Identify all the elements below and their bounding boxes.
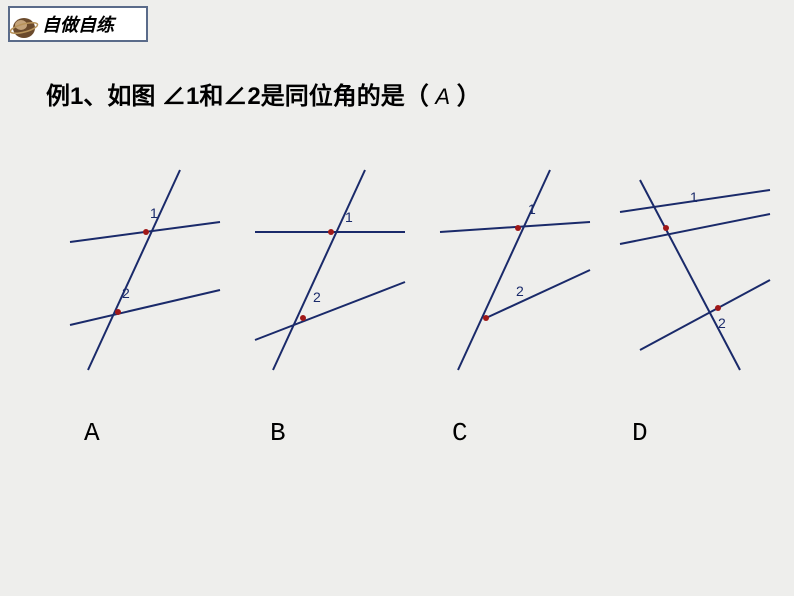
svg-text:1: 1 <box>345 209 353 225</box>
option-label-d: D <box>632 418 648 448</box>
diagram-svg: 12 <box>430 150 600 390</box>
question-prefix: 例1、如图 ∠1和∠2是同位角的是（ <box>46 83 435 110</box>
diagram-b: 12 <box>245 150 415 395</box>
svg-text:2: 2 <box>516 283 524 299</box>
svg-text:2: 2 <box>718 315 726 331</box>
svg-text:2: 2 <box>122 285 130 301</box>
svg-text:2: 2 <box>313 289 321 305</box>
option-label-a: A <box>84 418 100 448</box>
diagram-svg: 12 <box>245 150 415 390</box>
question-suffix: ） <box>450 83 481 110</box>
svg-text:1: 1 <box>528 201 536 217</box>
svg-text:1: 1 <box>690 189 698 205</box>
svg-text:1: 1 <box>150 205 158 221</box>
option-label-c: C <box>452 418 468 448</box>
globe-icon <box>6 10 42 42</box>
diagram-svg: 12 <box>610 150 790 390</box>
diagram-d: 12 <box>610 150 790 395</box>
diagrams-container: 12121212 <box>30 150 770 430</box>
practice-badge: 自做自练 <box>8 6 148 42</box>
diagram-svg: 12 <box>60 150 230 390</box>
badge-text: 自做自练 <box>42 11 114 37</box>
question-text: 例1、如图 ∠1和∠2是同位角的是（ A ） <box>46 76 481 111</box>
diagram-a: 12 <box>60 150 230 395</box>
question-answer: A <box>435 84 450 109</box>
diagram-c: 12 <box>430 150 600 395</box>
option-label-b: B <box>270 418 286 448</box>
